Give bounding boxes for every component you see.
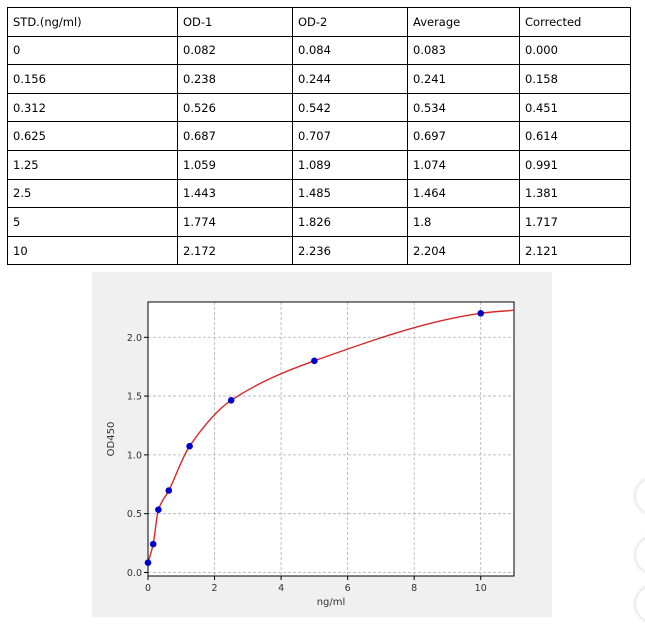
cell-average: 1.464 bbox=[407, 178, 520, 209]
y-tick-label: 0.0 bbox=[127, 568, 142, 579]
cell-corrected: 1.381 bbox=[519, 178, 631, 209]
x-tick-label: 2 bbox=[212, 583, 218, 594]
data-point bbox=[186, 442, 193, 450]
cell-corrected: 0.451 bbox=[519, 92, 631, 123]
table-row: 0 0.082 0.084 0.083 0.000 bbox=[7, 35, 631, 66]
cell-od2: 0.084 bbox=[292, 35, 408, 66]
x-tick-label: 6 bbox=[345, 583, 351, 594]
table-row: 1.25 1.059 1.089 1.074 0.991 bbox=[7, 149, 631, 180]
y-axis-label: OD450 bbox=[106, 422, 117, 457]
header-average: Average bbox=[407, 7, 520, 37]
data-point bbox=[165, 487, 173, 494]
cell-std: 0.312 bbox=[7, 92, 178, 123]
header-od2: OD-2 bbox=[292, 7, 408, 37]
table-row: 0.156 0.238 0.244 0.241 0.158 bbox=[7, 64, 631, 94]
cell-od1: 0.238 bbox=[177, 64, 293, 94]
plot-area bbox=[148, 302, 514, 576]
x-axis-label: ng/ml bbox=[317, 597, 346, 608]
side-circle-decoration bbox=[636, 586, 645, 622]
data-point bbox=[311, 357, 318, 365]
cell-std: 0.625 bbox=[7, 121, 178, 151]
cell-std: 10 bbox=[7, 235, 178, 266]
standards-table: STD.(ng/ml) OD-1 OD-2 Average Corrected … bbox=[7, 7, 631, 266]
standard-curve-chart: 0 2 4 6 8 10 0.0 0.5 1.0 1.5 2.0 ng/ml OD450 bbox=[92, 272, 552, 617]
cell-std: 2.5 bbox=[7, 178, 178, 209]
cell-od1: 1.443 bbox=[177, 178, 293, 209]
cell-average: 0.534 bbox=[407, 92, 520, 123]
y-tick-label: 1.5 bbox=[127, 392, 142, 403]
side-circle-decoration bbox=[636, 478, 645, 514]
cell-od1: 1.059 bbox=[177, 149, 293, 180]
cell-od2: 0.542 bbox=[292, 92, 408, 123]
cell-corrected: 0.158 bbox=[519, 64, 631, 94]
y-tick-label: 0.5 bbox=[127, 509, 142, 520]
cell-corrected: 2.121 bbox=[519, 235, 631, 266]
cell-od1: 0.526 bbox=[177, 92, 293, 123]
header-std: STD.(ng/ml) bbox=[7, 7, 178, 37]
header-od1: OD-1 bbox=[177, 7, 293, 37]
cell-std: 0.156 bbox=[7, 64, 178, 94]
cell-od2: 1.826 bbox=[292, 207, 408, 237]
cell-std: 5 bbox=[7, 207, 178, 237]
table-row: 2.5 1.443 1.485 1.464 1.381 bbox=[7, 178, 631, 209]
x-tick-label: 4 bbox=[278, 583, 284, 594]
fit-curve bbox=[147, 309, 515, 563]
chart-canvas: 0 2 4 6 8 10 0.0 0.5 1.0 1.5 2.0 ng/ml OD450 bbox=[106, 301, 515, 608]
cell-od2: 2.236 bbox=[292, 235, 408, 266]
axes-frame bbox=[147, 301, 515, 577]
cell-average: 0.241 bbox=[407, 64, 520, 94]
cell-od1: 0.082 bbox=[177, 35, 293, 66]
table-row: 5 1.774 1.826 1.8 1.717 bbox=[7, 207, 631, 237]
cell-od2: 0.244 bbox=[292, 64, 408, 94]
table-row: 0.625 0.687 0.707 0.697 0.614 bbox=[7, 121, 631, 151]
cell-corrected: 1.717 bbox=[519, 207, 631, 237]
side-circle-decoration bbox=[636, 537, 645, 573]
cell-average: 2.204 bbox=[407, 235, 520, 266]
header-corrected: Corrected bbox=[519, 7, 631, 37]
cell-corrected: 0.000 bbox=[519, 35, 631, 66]
data-point bbox=[155, 506, 162, 513]
data-point bbox=[477, 309, 485, 317]
cell-od2: 1.089 bbox=[292, 149, 408, 180]
cell-corrected: 0.991 bbox=[519, 149, 631, 180]
cell-od1: 0.687 bbox=[177, 121, 293, 151]
x-tick-label: 0 bbox=[145, 583, 151, 594]
cell-od2: 0.707 bbox=[292, 121, 408, 151]
table-row: 10 2.172 2.236 2.204 2.121 bbox=[7, 235, 631, 266]
table-header-row: STD.(ng/ml) OD-1 OD-2 Average Corrected bbox=[7, 7, 631, 37]
data-point bbox=[227, 397, 235, 404]
y-tick-label: 2.0 bbox=[127, 333, 142, 344]
cell-average: 0.697 bbox=[407, 121, 520, 151]
data-point bbox=[149, 540, 157, 548]
y-tick-label: 1.0 bbox=[127, 450, 142, 461]
cell-average: 1.074 bbox=[407, 149, 520, 180]
x-tick-label: 10 bbox=[475, 583, 487, 594]
x-tick-label: 8 bbox=[411, 583, 417, 594]
table-row: 0.312 0.526 0.542 0.534 0.451 bbox=[7, 92, 631, 123]
data-point bbox=[144, 559, 152, 567]
cell-od2: 1.485 bbox=[292, 178, 408, 209]
cell-od1: 2.172 bbox=[177, 235, 293, 266]
cell-od1: 1.774 bbox=[177, 207, 293, 237]
cell-std: 1.25 bbox=[7, 149, 178, 180]
cell-corrected: 0.614 bbox=[519, 121, 631, 151]
cell-std: 0 bbox=[7, 35, 178, 66]
cell-average: 1.8 bbox=[407, 207, 520, 237]
cell-average: 0.083 bbox=[407, 35, 520, 66]
